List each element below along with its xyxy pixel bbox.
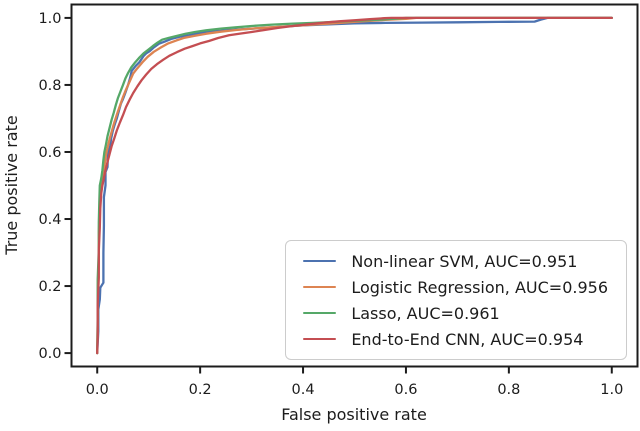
roc-curve-end-to-end-cnn xyxy=(96,16,613,355)
legend-line-swatch xyxy=(303,259,337,263)
x-tick-label: 0.0 xyxy=(86,382,109,398)
axes: 0.0 0.2 0.4 0.6 0.8 1.0 0.0 0.2 0.4 0.6 0.8 1.0 xyxy=(38,3,639,398)
x-tick-label: 0.8 xyxy=(497,382,520,398)
legend-item-non-linear-svm: Non-linear SVM, AUC=0.951 xyxy=(303,248,608,274)
x-tick-label: 0.2 xyxy=(189,382,212,398)
x-tick-label: 0.6 xyxy=(394,382,417,398)
legend-line-swatch xyxy=(303,337,337,341)
legend-line-swatch xyxy=(303,285,337,289)
y-tick-label: 0.0 xyxy=(38,346,61,362)
y-tick-label: 0.8 xyxy=(38,78,61,94)
legend-item-lasso: Lasso, AUC=0.961 xyxy=(303,300,608,326)
x-tick-label: 1.0 xyxy=(600,382,623,398)
y-tick-label: 1.0 xyxy=(38,11,61,27)
legend-item-end-to-end-cnn: End-to-End CNN, AUC=0.954 xyxy=(303,326,608,352)
x-tick-label: 0.4 xyxy=(292,382,315,398)
legend-label: Lasso, AUC=0.961 xyxy=(351,303,500,323)
y-tick-label: 0.4 xyxy=(38,212,61,228)
x-axis-label: False positive rate xyxy=(281,405,427,424)
legend-label: End-to-End CNN, AUC=0.954 xyxy=(351,329,584,349)
legend-item-logistic-regression: Logistic Regression, AUC=0.956 xyxy=(303,274,608,300)
roc-curve-lasso xyxy=(96,16,613,355)
y-tick-label: 0.2 xyxy=(38,279,61,295)
legend-label: Logistic Regression, AUC=0.956 xyxy=(351,277,608,297)
roc-curves xyxy=(96,16,613,355)
plot-spines xyxy=(70,3,639,368)
legend-label: Non-linear SVM, AUC=0.951 xyxy=(351,251,578,271)
y-axis-label: True positive rate xyxy=(2,115,21,255)
legend: Non-linear SVM, AUC=0.951 Logistic Regres… xyxy=(285,240,627,360)
y-tick-label: 0.6 xyxy=(38,145,61,161)
legend-line-swatch xyxy=(303,311,337,315)
